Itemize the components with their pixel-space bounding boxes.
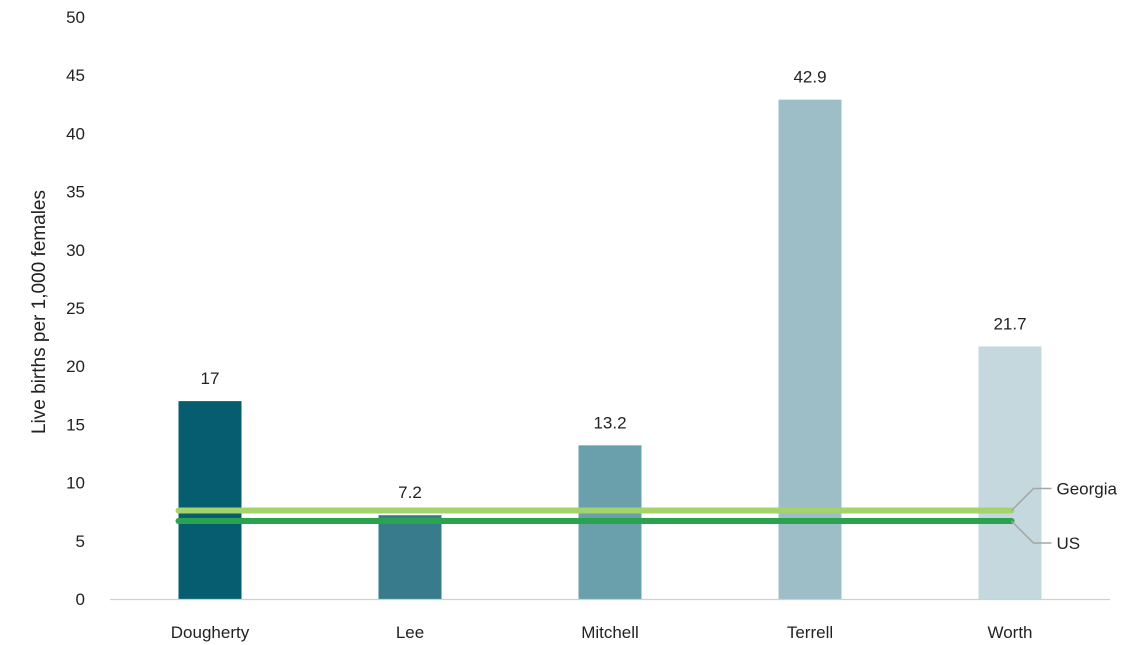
y-tick-label: 10 [66, 474, 85, 493]
data-label: 42.9 [793, 68, 826, 87]
data-label: 17 [201, 369, 220, 388]
data-label: 13.2 [593, 413, 626, 432]
reference-lines: Georgia US [175, 480, 1118, 553]
y-tick-label: 20 [66, 357, 85, 376]
x-tick-label: Terrell [787, 623, 833, 642]
x-tick-label: Mitchell [581, 623, 639, 642]
y-tick-label: 40 [66, 124, 85, 143]
y-tick-label: 15 [66, 415, 85, 434]
data-label: 7.2 [398, 483, 422, 502]
data-labels: 17 7.2 13.2 42.9 21.7 [201, 68, 1027, 503]
data-label: 21.7 [993, 314, 1026, 333]
bar-dougherty [178, 401, 242, 599]
x-tick-label: Lee [396, 623, 424, 642]
y-tick-label: 30 [66, 241, 85, 260]
reference-line-label: US [1057, 534, 1081, 553]
bar-lee [378, 515, 442, 599]
bar-worth [978, 346, 1042, 599]
leader-line [1010, 520, 1052, 544]
bar-terrell [778, 99, 842, 600]
y-tick-label: 35 [66, 183, 85, 202]
leader-line [1010, 487, 1052, 512]
x-tick-label: Worth [987, 623, 1032, 642]
y-tick-label: 5 [76, 532, 85, 551]
x-tick-label: Dougherty [171, 623, 250, 642]
y-tick-label: 25 [66, 299, 85, 318]
category-labels: Dougherty Lee Mitchell Terrell Worth [171, 623, 1033, 642]
reference-line-label: Georgia [1057, 480, 1118, 499]
y-axis-ticks: 0 5 10 15 20 25 30 35 40 45 50 [66, 8, 85, 609]
y-tick-label: 45 [66, 66, 85, 85]
y-tick-label: 50 [66, 8, 85, 27]
bars [178, 99, 1042, 600]
y-axis-title: Live births per 1,000 females [29, 190, 50, 434]
y-tick-label: 0 [76, 590, 85, 609]
